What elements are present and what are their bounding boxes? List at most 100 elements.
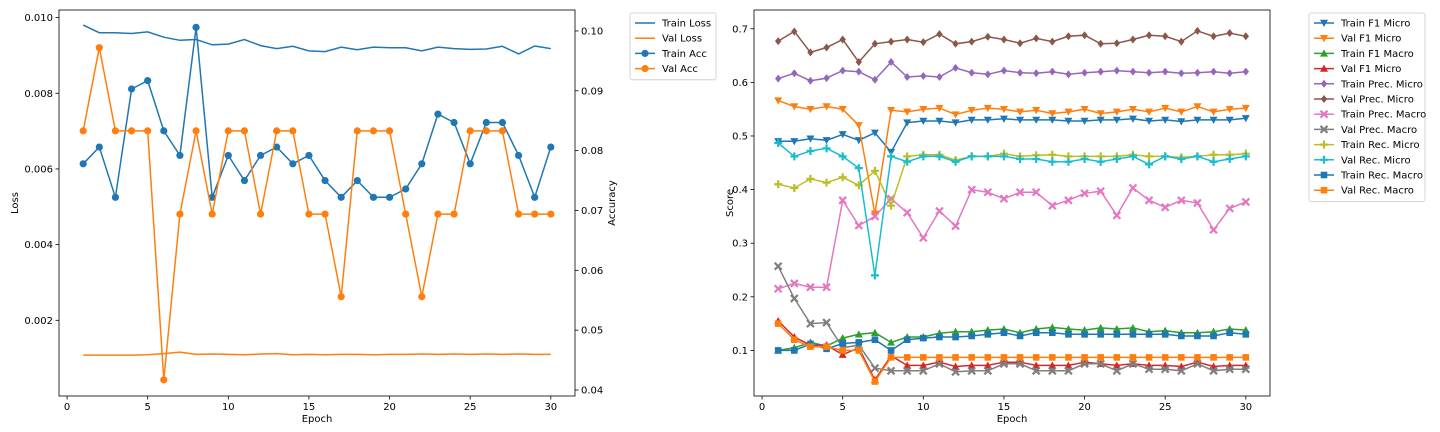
- data-point: [1194, 332, 1201, 340]
- data-point: [434, 210, 442, 218]
- data-point: [870, 129, 879, 137]
- data-point: [1209, 157, 1218, 166]
- data-point: [1193, 198, 1202, 208]
- legend-entry: Train Loss: [661, 19, 711, 30]
- data-point: [806, 146, 815, 155]
- series-6: [773, 183, 1251, 294]
- data-point: [903, 157, 912, 166]
- y-tick-label: 0.010: [24, 13, 53, 24]
- data-point: [838, 173, 847, 182]
- data-point: [289, 160, 297, 168]
- data-point-stroke: [935, 152, 944, 161]
- data-point-stroke: [1209, 150, 1218, 159]
- data-point-stroke: [1112, 366, 1122, 376]
- y-right-tick-label: 0.06: [581, 266, 603, 277]
- data-point: [547, 210, 555, 218]
- data-point: [790, 103, 799, 111]
- data-point: [854, 330, 863, 338]
- legend-frame: [1308, 12, 1426, 202]
- data-point: [1080, 359, 1089, 369]
- data-point-stroke: [1241, 197, 1251, 207]
- y-tick-label: 0.5: [732, 131, 748, 142]
- data-point-stroke: [983, 188, 993, 197]
- y-tick-label: 0.004: [24, 240, 53, 251]
- data-point: [919, 233, 928, 243]
- data-point: [807, 48, 814, 57]
- score-chart: 0 5 10 15 20 25 30 0.1 0.2 0.3 0.4 0.5 0.6 0.7 Epoch Sc…: [725, 9, 1426, 425]
- data-point: [1241, 115, 1250, 123]
- series-2: [79, 23, 555, 201]
- series-line: [778, 326, 1246, 352]
- legend-swatch-marker: [1320, 49, 1328, 57]
- legend-entry: Val Prec. Micro: [1341, 95, 1414, 106]
- series-4: [774, 58, 1250, 85]
- data-point: [951, 362, 960, 370]
- data-point: [822, 144, 831, 153]
- data-point: [968, 37, 975, 46]
- legend: Train Loss Val Loss Train Acc Val Acc: [629, 12, 717, 81]
- data-point-stroke: [822, 178, 831, 187]
- data-point: [1000, 66, 1008, 75]
- data-point: [823, 343, 830, 350]
- data-point: [1193, 116, 1202, 124]
- data-point: [1209, 150, 1218, 159]
- data-point: [418, 160, 426, 168]
- data-point: [1193, 358, 1202, 366]
- legend: Train F1 Micro Val F1 Micro Train F1 Macro…: [1308, 12, 1426, 202]
- data-point: [1031, 188, 1041, 197]
- legend-entry: Val Rec. Macro: [1341, 186, 1414, 197]
- data-point: [1226, 329, 1233, 337]
- data-point: [1016, 116, 1025, 124]
- data-point: [466, 160, 474, 168]
- data-point-stroke: [806, 282, 815, 292]
- data-point: [887, 347, 895, 354]
- legend-swatch-marker: [1320, 64, 1328, 72]
- data-point-stroke: [1031, 188, 1041, 197]
- data-point: [1178, 69, 1185, 78]
- data-point: [871, 378, 879, 385]
- data-point: [854, 221, 864, 230]
- data-point: [1015, 359, 1025, 369]
- data-point: [822, 137, 831, 145]
- data-point-stroke: [1128, 152, 1137, 161]
- legend-swatch-marker: [641, 65, 649, 73]
- data-point-stroke: [902, 208, 912, 217]
- data-point: [791, 69, 798, 78]
- data-point: [1064, 108, 1073, 116]
- series-10: [774, 329, 1250, 354]
- data-point-stroke: [1193, 198, 1202, 208]
- data-point: [951, 327, 960, 335]
- data-point: [791, 27, 798, 36]
- data-point: [192, 23, 200, 31]
- data-point: [935, 359, 944, 369]
- data-point: [1065, 331, 1072, 338]
- data-point: [224, 151, 232, 160]
- y-tick-label: 0.7: [732, 24, 748, 35]
- data-point: [920, 38, 927, 47]
- data-point: [999, 359, 1009, 369]
- data-point: [1225, 364, 1234, 374]
- data-point: [1225, 204, 1234, 213]
- data-point-stroke: [838, 173, 847, 182]
- data-point: [1048, 323, 1057, 331]
- data-point: [1080, 117, 1089, 125]
- data-point: [791, 336, 798, 344]
- y-right-axis-label: Accuracy: [607, 180, 618, 226]
- data-point: [903, 336, 911, 344]
- data-point-stroke: [790, 279, 799, 288]
- data-point: [1016, 354, 1024, 361]
- plot-frame: [58, 9, 576, 397]
- series-line: [778, 331, 1246, 352]
- data-point: [855, 67, 863, 76]
- data-point: [773, 284, 783, 294]
- y-tick-label: 0.3: [732, 239, 748, 250]
- data-point: [1096, 323, 1105, 332]
- data-point: [951, 367, 960, 377]
- data-point: [1210, 354, 1217, 361]
- data-point-stroke: [1080, 359, 1089, 369]
- data-point: [1209, 116, 1218, 124]
- data-point: [790, 294, 799, 303]
- data-point: [1225, 105, 1234, 114]
- data-point: [838, 105, 847, 114]
